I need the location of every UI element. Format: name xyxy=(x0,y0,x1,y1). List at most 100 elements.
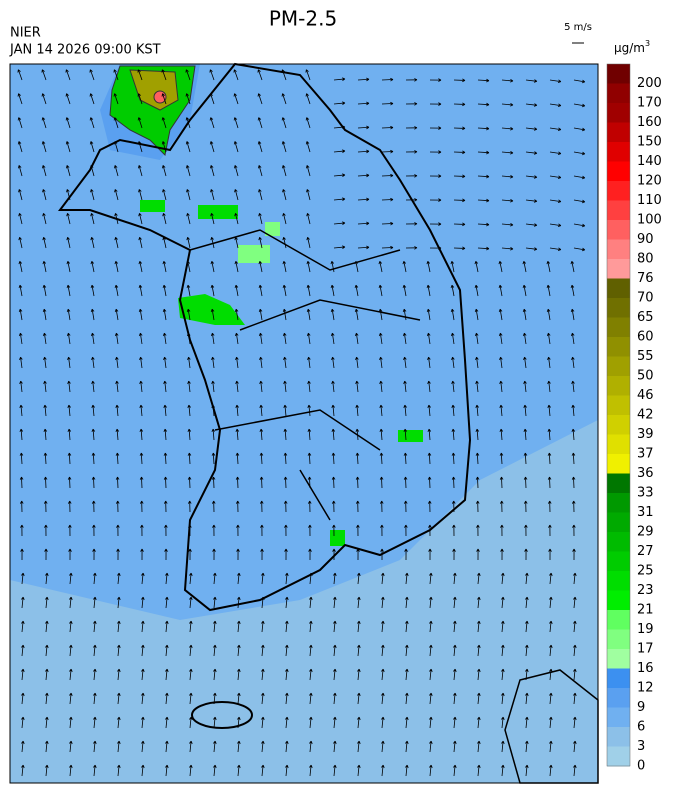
wind-arrow xyxy=(113,117,119,129)
wind-arrow xyxy=(305,141,311,153)
wind-arrow xyxy=(92,524,96,537)
unit: μg/m3 xyxy=(614,39,650,55)
wind-arrow xyxy=(573,79,586,84)
wind-arrow xyxy=(450,260,455,273)
wind-arrow xyxy=(114,236,119,249)
wind-arrow xyxy=(453,716,457,729)
wind-arrow xyxy=(477,644,481,657)
wind-arrow xyxy=(453,150,466,155)
wind-arrow xyxy=(546,332,551,345)
wind-arrow xyxy=(138,236,143,249)
wind-arrow xyxy=(453,764,457,777)
wind-arrow xyxy=(141,740,145,753)
colorbar-segment xyxy=(607,415,630,435)
colorbar-segment xyxy=(607,278,630,299)
colorbar: 2001701601501401201101009080767065605550… xyxy=(606,63,662,774)
wind-arrow xyxy=(93,764,97,777)
wind-arrow xyxy=(426,260,431,273)
wind-arrow xyxy=(381,716,385,729)
colorbar-segment xyxy=(607,220,630,240)
wind-arrow xyxy=(43,404,47,417)
wind-arrow xyxy=(357,620,361,633)
wind-arrow xyxy=(405,644,409,657)
wind-arrow xyxy=(522,260,527,273)
wind-arrow xyxy=(453,246,466,251)
wind-arrow xyxy=(92,548,96,561)
wind-arrow xyxy=(66,260,71,273)
wind-arrow xyxy=(67,500,72,513)
wind-arrow xyxy=(44,548,48,561)
wind-arrow xyxy=(90,284,95,297)
wind-arrow xyxy=(427,404,431,417)
wind-arrow xyxy=(137,165,143,177)
unit-base: μg/m xyxy=(614,41,645,55)
wind-arrow xyxy=(165,740,169,753)
wind-arrow xyxy=(499,476,504,489)
wind-arrow xyxy=(381,149,394,154)
wind-arrow xyxy=(474,284,479,297)
wind-arrow xyxy=(453,644,457,657)
wind-arrow xyxy=(45,644,49,657)
wind-arrow xyxy=(525,692,529,705)
wind-arrow xyxy=(379,452,384,465)
wind-arrow xyxy=(453,78,466,83)
wind-arrow xyxy=(357,245,370,250)
wind-arrow xyxy=(306,308,311,321)
wind-arrow xyxy=(501,716,505,729)
wind-arrow xyxy=(331,404,335,417)
wind-arrow xyxy=(477,102,490,107)
wind-arrow xyxy=(19,500,24,513)
wind-arrow xyxy=(453,174,466,179)
wind-arrow xyxy=(378,332,383,345)
colorbar-label: 46 xyxy=(637,388,654,403)
wind-arrow xyxy=(261,596,265,609)
colorbar-segment xyxy=(607,142,630,162)
wind-arrow xyxy=(426,284,431,297)
wind-arrow xyxy=(405,572,409,585)
wind-arrow xyxy=(571,380,575,393)
wind-arrow xyxy=(186,236,191,249)
wind-arrow xyxy=(309,692,313,705)
wind-arrow xyxy=(116,524,120,537)
wind-arrow xyxy=(474,332,479,345)
wind-arrow xyxy=(212,524,216,537)
wind-arrow xyxy=(522,308,527,321)
wind-arrow xyxy=(525,175,538,179)
wind-arrow xyxy=(501,150,514,155)
colorbar-segment xyxy=(607,103,630,123)
wind-arrow xyxy=(547,428,552,441)
wind-arrow xyxy=(42,189,47,201)
wind-arrow xyxy=(20,548,24,561)
wind-arrow xyxy=(163,380,167,393)
wind-arrow xyxy=(309,620,313,633)
wind-arrow xyxy=(45,620,49,633)
wind-arrow xyxy=(211,476,216,489)
wind-arrow xyxy=(165,692,169,705)
wind-arrow xyxy=(379,476,384,489)
wind-arrow xyxy=(235,404,239,417)
wind-arrow xyxy=(525,247,538,251)
wind-arrow xyxy=(477,620,481,633)
colorbar-segment xyxy=(607,122,630,143)
colorbar-label: 70 xyxy=(637,291,654,306)
wind-arrow xyxy=(307,452,312,465)
wind-arrow xyxy=(69,692,73,705)
colorbar-label: 19 xyxy=(637,622,654,637)
wind-arrow xyxy=(501,596,505,609)
wind-arrow xyxy=(306,260,311,273)
wind-arrow xyxy=(357,668,361,681)
high-zone xyxy=(198,205,238,219)
wind-arrow xyxy=(404,548,408,561)
colorbar-segment xyxy=(607,395,630,416)
wind-arrow xyxy=(237,668,241,681)
wind-arrow xyxy=(330,308,335,321)
wind-arrow xyxy=(546,308,551,321)
wind-arrow xyxy=(89,141,95,153)
wind-arrow xyxy=(450,332,455,345)
wind-arrow xyxy=(357,173,370,178)
colorbar-label: 65 xyxy=(637,310,654,325)
wind-arrow xyxy=(403,476,408,489)
wind-arrow xyxy=(20,524,24,537)
wind-arrow xyxy=(68,524,72,537)
wind-arrow xyxy=(282,189,287,201)
